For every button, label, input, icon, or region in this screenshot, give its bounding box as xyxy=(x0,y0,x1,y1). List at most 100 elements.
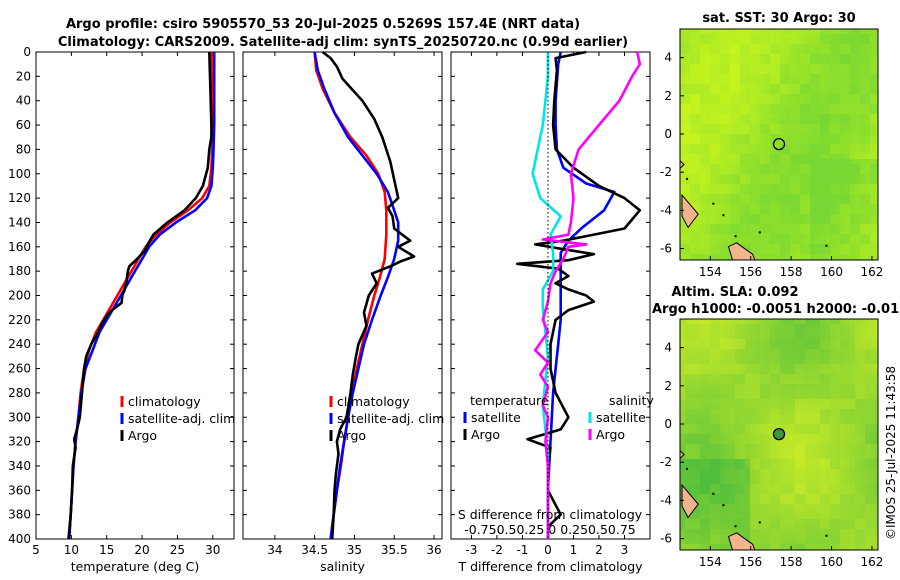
map-cell xyxy=(710,464,716,470)
map-cell xyxy=(800,104,806,110)
map-cell xyxy=(705,154,711,160)
map-cell xyxy=(835,244,841,250)
map-cell xyxy=(785,129,791,135)
map-cell xyxy=(740,99,746,105)
map-cell xyxy=(740,319,746,325)
map-cell xyxy=(695,34,701,40)
map-cell xyxy=(800,469,806,475)
map-cell xyxy=(875,34,878,40)
map-cell xyxy=(725,99,731,105)
map-cell xyxy=(700,54,706,60)
map-cell xyxy=(775,134,781,140)
map-cell xyxy=(800,369,806,375)
map-cell xyxy=(695,329,701,335)
map-cell xyxy=(730,164,736,170)
map-cell xyxy=(810,179,816,185)
legend-header-temperature: temperature xyxy=(470,393,549,408)
map-cell xyxy=(730,404,736,410)
map-cell xyxy=(805,214,811,220)
map-cell xyxy=(795,44,801,50)
map-cell xyxy=(695,104,701,110)
map-cell xyxy=(825,409,831,415)
map-cell xyxy=(815,504,821,510)
map-y-tick-label: -6 xyxy=(660,532,672,546)
map-cell xyxy=(830,474,836,480)
map-cell xyxy=(680,429,686,435)
map-cell xyxy=(765,229,771,235)
map-cell xyxy=(775,409,781,415)
map-cell xyxy=(740,414,746,420)
map-cell xyxy=(830,64,836,70)
map-cell xyxy=(685,44,691,50)
map-cell xyxy=(810,89,816,95)
map-cell xyxy=(850,534,856,540)
map-cell xyxy=(715,129,721,135)
map-cell xyxy=(690,99,696,105)
map-cell xyxy=(700,174,706,180)
map-cell xyxy=(785,124,791,130)
map-cell xyxy=(860,244,866,250)
map-cell xyxy=(875,414,878,420)
map-cell xyxy=(865,389,871,395)
map-cell xyxy=(690,334,696,340)
map-cell xyxy=(680,54,686,60)
map-cell xyxy=(690,494,696,500)
map-cell xyxy=(790,179,796,185)
map-cell xyxy=(860,49,866,55)
map-cell xyxy=(825,54,831,60)
map-cell xyxy=(725,349,731,355)
map-cell xyxy=(865,209,871,215)
map-cell xyxy=(775,379,781,385)
map-cell xyxy=(730,114,736,120)
map-cell xyxy=(780,379,786,385)
map-cell xyxy=(705,29,711,35)
map-cell xyxy=(830,379,836,385)
map-cell xyxy=(860,464,866,470)
map-cell xyxy=(875,104,878,110)
map-cell xyxy=(800,174,806,180)
map-cell xyxy=(840,354,846,360)
map-cell xyxy=(690,109,696,115)
map-cell xyxy=(695,154,701,160)
map-cell xyxy=(805,474,811,480)
map-cell xyxy=(805,354,811,360)
map-cell xyxy=(700,424,706,430)
map-cell xyxy=(720,239,726,245)
map-cell xyxy=(740,519,746,525)
map-cell xyxy=(740,334,746,340)
profile-panel-differences: -3 -2 -1 0 1 2 3T difference from climatologyt… xyxy=(450,50,654,574)
map-cell xyxy=(685,329,691,335)
map-cell xyxy=(680,354,686,360)
map-cell xyxy=(690,149,696,155)
map-cell xyxy=(820,474,826,480)
map-cell xyxy=(790,474,796,480)
map-cell xyxy=(750,524,756,530)
map-cell xyxy=(780,404,786,410)
map-cell xyxy=(690,514,696,520)
map-cell xyxy=(820,524,826,530)
map-cell xyxy=(725,494,731,500)
map-cell xyxy=(865,449,871,455)
map-cell xyxy=(800,449,806,455)
map-cell xyxy=(830,534,836,540)
map-cell xyxy=(845,144,851,150)
map-cell xyxy=(860,154,866,160)
map-cell xyxy=(740,39,746,45)
map-cell xyxy=(770,319,776,325)
map-cell xyxy=(690,399,696,405)
map-cell xyxy=(805,164,811,170)
map-cell xyxy=(835,419,841,425)
map-cell xyxy=(830,39,836,45)
map-cell xyxy=(785,64,791,70)
map-cell xyxy=(780,164,786,170)
map-cell xyxy=(755,139,761,145)
map-cell xyxy=(700,59,706,65)
map-cell xyxy=(755,364,761,370)
map-cell xyxy=(835,34,841,40)
map-cell xyxy=(680,124,686,130)
map-cell xyxy=(805,84,811,90)
map-cell xyxy=(840,399,846,405)
map-cell xyxy=(760,64,766,70)
map-cell xyxy=(710,164,716,170)
map-cell xyxy=(680,339,686,345)
